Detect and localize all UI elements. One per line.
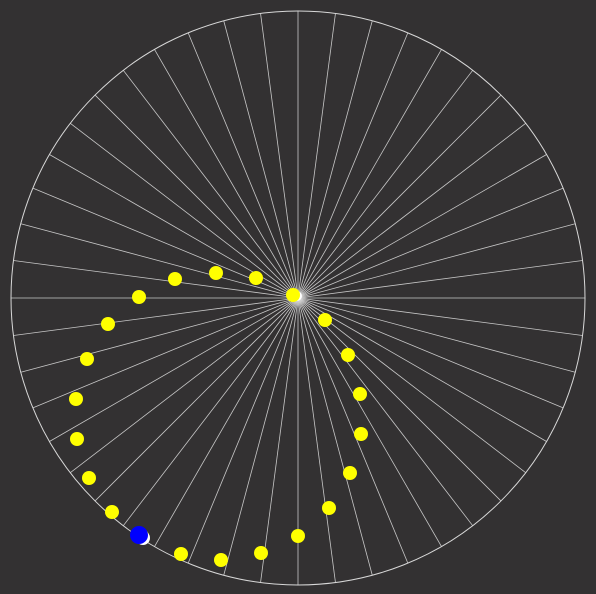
spiral-dot [353, 387, 367, 401]
spoke-line [70, 297, 299, 474]
spoke-line [122, 297, 299, 526]
spoke-line [94, 297, 299, 502]
spoke-line [297, 20, 373, 299]
spoke-line [297, 297, 576, 373]
spoke-line [297, 70, 474, 299]
spiral-dot [286, 288, 300, 302]
spoke-line [297, 154, 547, 299]
spoke-line [70, 122, 299, 299]
spiral-dot [354, 427, 368, 441]
spiral-dot [322, 501, 336, 515]
spiral-dot [318, 313, 332, 327]
spoke-line [260, 297, 299, 583]
spoke-line [297, 297, 564, 409]
spoke-line [260, 13, 299, 299]
spoke-line [49, 297, 299, 442]
spoke-line [122, 70, 299, 299]
spoke-line [187, 297, 299, 564]
spoke-line [297, 297, 526, 474]
spoke-line [297, 187, 564, 299]
spoke-line [20, 223, 299, 299]
spiral-dot [341, 348, 355, 362]
spoke-line [297, 297, 502, 502]
spiral-dot [249, 271, 263, 285]
spiral-dot [168, 272, 182, 286]
spiral-dot [254, 546, 268, 560]
spoke-line [297, 297, 409, 564]
spiral-dot [105, 505, 119, 519]
spiral-dot [70, 432, 84, 446]
spiral-dot [343, 466, 357, 480]
spoke-line [297, 94, 502, 299]
spoke-line [13, 297, 299, 336]
spiral-dot [69, 392, 83, 406]
spoke-line [223, 297, 299, 576]
active-dot [130, 526, 148, 544]
spiral-dot [209, 266, 223, 280]
spoke-line [154, 297, 299, 547]
spoke-line [13, 260, 299, 299]
spiral-dot [174, 547, 188, 561]
spoke-line [32, 297, 299, 409]
spoke-line [297, 297, 547, 442]
spiral-dot [214, 553, 228, 567]
spiral-dot [80, 352, 94, 366]
spoke-line [297, 223, 576, 299]
spoke-line [297, 297, 583, 336]
spoke-line [297, 13, 336, 299]
spoke-line [187, 32, 299, 299]
spoke-line [297, 49, 442, 299]
spoke-line [20, 297, 299, 373]
spoke-line [297, 32, 409, 299]
radial-spokes [11, 11, 585, 585]
spiral-dot [291, 529, 305, 543]
outer-circle [10, 10, 586, 586]
spoke-line [154, 49, 299, 299]
spiral-dots [69, 266, 368, 567]
spoke-line [223, 20, 299, 299]
spiral-dot [82, 471, 96, 485]
spoke-line [94, 94, 299, 299]
spoke-line [297, 122, 526, 299]
spoke-line [297, 297, 474, 526]
spiral-dot [132, 290, 146, 304]
spoke-line [297, 297, 336, 583]
spoke-line [297, 297, 442, 547]
spiral-dot [101, 317, 115, 331]
spoke-line [297, 297, 373, 576]
spoke-line [297, 260, 583, 299]
